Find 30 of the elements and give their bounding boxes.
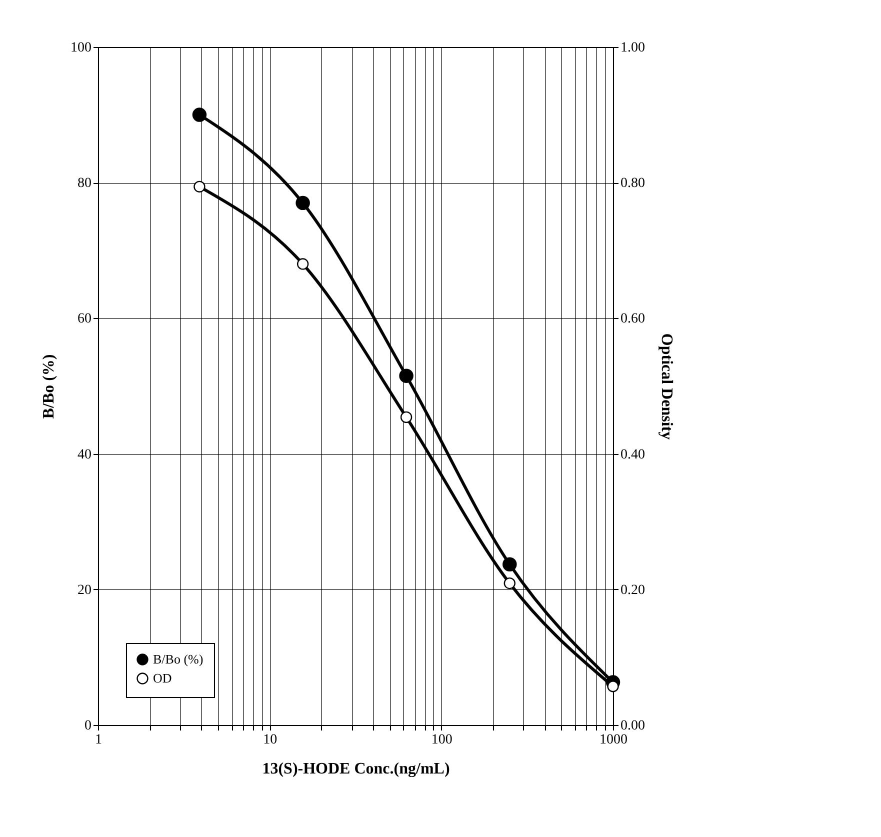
y2-tick-label: 0.00 bbox=[620, 718, 645, 734]
y2-tick-label: 1.00 bbox=[620, 40, 645, 56]
x-tick-label: 1 bbox=[95, 732, 102, 748]
y-axis-title: B/Bo (%) bbox=[40, 354, 58, 419]
y-tick-label: 0 bbox=[84, 718, 92, 734]
y-tick-label: 80 bbox=[78, 176, 92, 192]
point bbox=[192, 108, 207, 122]
y2-axis-title: Optical Density bbox=[658, 333, 675, 440]
x-axis-title: 13(S)-HODE Conc.(ng/mL) bbox=[262, 760, 450, 778]
legend-label: OD bbox=[153, 670, 172, 686]
point bbox=[502, 557, 517, 572]
y2-tick-label: 0.60 bbox=[620, 312, 645, 327]
point bbox=[400, 411, 412, 424]
y2-tick-label: 0.40 bbox=[620, 447, 645, 462]
point bbox=[399, 368, 414, 383]
point bbox=[296, 196, 310, 210]
x-tick-label: 1000 bbox=[600, 732, 628, 748]
y-tick-label: 40 bbox=[78, 447, 92, 462]
point bbox=[504, 577, 516, 590]
y2-tick-label: 0.80 bbox=[620, 176, 645, 192]
point bbox=[296, 258, 309, 270]
y-tick-label: 20 bbox=[78, 582, 92, 598]
point bbox=[194, 180, 206, 192]
legend-label: B/Bo (%) bbox=[153, 652, 204, 666]
y2-tick-label: 0.20 bbox=[620, 582, 645, 598]
point bbox=[607, 680, 619, 692]
y-tick-label: 100 bbox=[70, 40, 92, 56]
x-tick-label: 10 bbox=[263, 732, 278, 748]
x-tick-label: 100 bbox=[431, 732, 452, 748]
y-tick-label: 60 bbox=[78, 312, 92, 327]
